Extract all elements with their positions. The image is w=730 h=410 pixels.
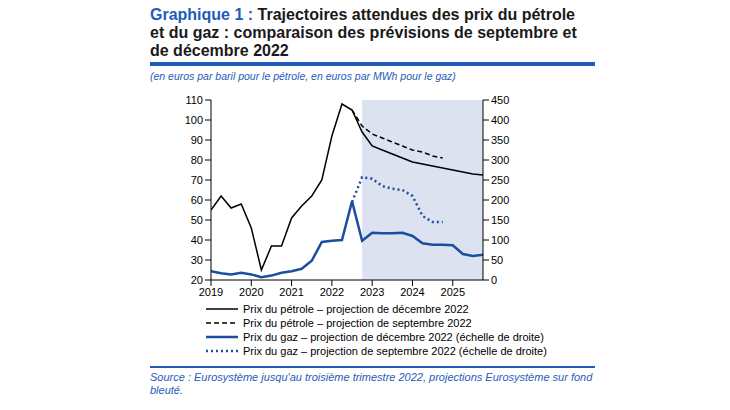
svg-text:20: 20 (191, 274, 203, 286)
svg-text:2020: 2020 (239, 286, 263, 298)
svg-text:0: 0 (491, 274, 497, 286)
svg-text:100: 100 (185, 114, 203, 126)
html-text:Graphique 1 : Trajectoires att: Graphique 1 : Trajectoires attendues des… (150, 6, 577, 59)
svg-text:30: 30 (191, 254, 203, 266)
svg-text:110: 110 (185, 94, 203, 106)
svg-text:200: 200 (491, 194, 509, 206)
svg-text:300: 300 (491, 154, 509, 166)
svg-text:50: 50 (491, 254, 503, 266)
svg-text:2025: 2025 (441, 286, 465, 298)
svg-text:350: 350 (491, 134, 509, 146)
svg-text:250: 250 (491, 174, 509, 186)
svg-text:40: 40 (191, 234, 203, 246)
svg-text:2024: 2024 (400, 286, 424, 298)
svg-text:70: 70 (191, 174, 203, 186)
html-text:Prix du pétrole – projection d: Prix du pétrole – projection de décembre… (243, 303, 469, 315)
html-text:Prix du gaz – projection de se: Prix du gaz – projection de septembre 20… (243, 345, 547, 357)
svg-text:2023: 2023 (360, 286, 384, 298)
html-text:Prix du pétrole – projection d: Prix du pétrole – projection de septembr… (243, 317, 472, 329)
svg-text:2019: 2019 (199, 286, 223, 298)
svg-text:80: 80 (191, 154, 203, 166)
html-text:Prix du gaz – projection de dé: Prix du gaz – projection de décembre 202… (243, 331, 544, 343)
svg-text:100: 100 (491, 234, 509, 246)
svg-text:450: 450 (491, 94, 509, 106)
svg-text:400: 400 (491, 114, 509, 126)
svg-text:2021: 2021 (279, 286, 303, 298)
svg-text:50: 50 (191, 214, 203, 226)
svg-text:90: 90 (191, 134, 203, 146)
html-text:Source : Eurosystème jusqu'au: Source : Eurosystème jusqu'au troisième … (150, 371, 593, 396)
svg-text:2022: 2022 (320, 286, 344, 298)
html-text:(en euros par baril pour le pé: (en euros par baril pour le pétrole, en … (150, 70, 456, 82)
svg-text:150: 150 (491, 214, 509, 226)
svg-text:60: 60 (191, 194, 203, 206)
